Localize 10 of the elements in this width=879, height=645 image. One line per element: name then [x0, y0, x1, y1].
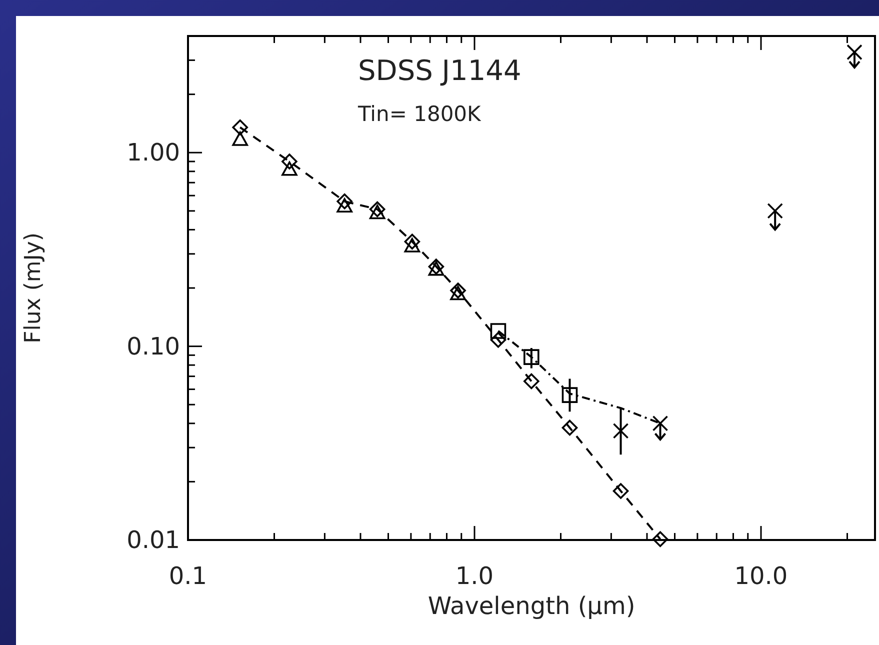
x-tick-label: 1.0: [455, 562, 494, 590]
y-tick-label: 0.10: [126, 332, 180, 360]
y-axis-title: Flux (mJy): [21, 232, 46, 344]
annotation: Tin= 1800K: [357, 102, 482, 126]
y-tick-label: 0.01: [126, 526, 180, 554]
text: SDSS J1144: [358, 54, 522, 87]
y-tick-label: 1.00: [126, 138, 180, 167]
x-tick-label: 0.1: [168, 562, 208, 590]
x-axis-title: Wavelength (μm): [428, 592, 636, 620]
x-tick-label: 10.0: [734, 562, 788, 590]
